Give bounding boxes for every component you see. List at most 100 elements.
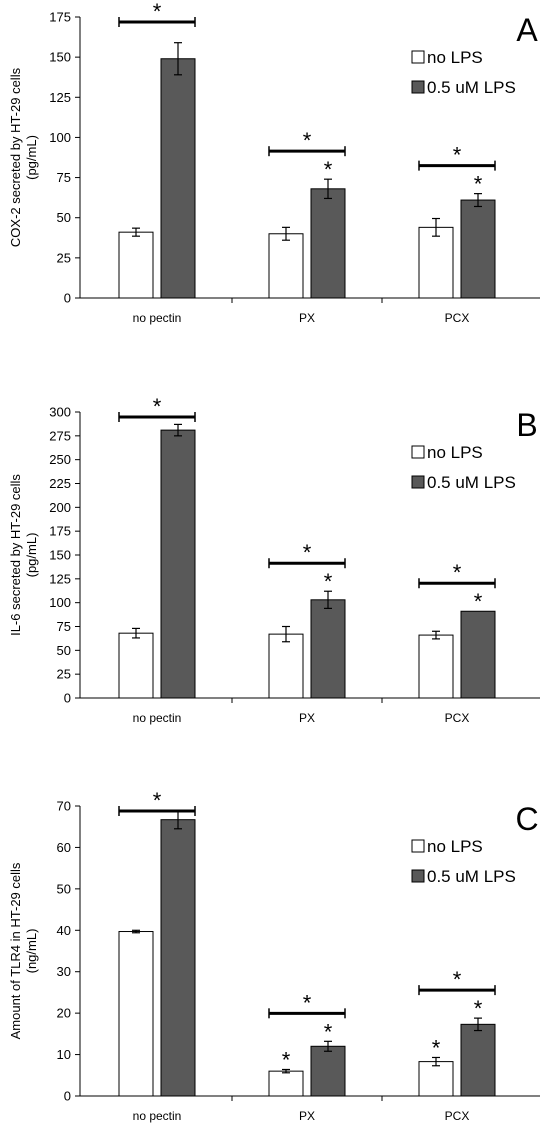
legend-label: 0.5 uM LPS xyxy=(427,867,516,886)
y-tick-label: 175 xyxy=(49,524,71,539)
significance-star: * xyxy=(153,788,162,813)
bar-lps xyxy=(460,1023,496,1097)
y-tick-label: 25 xyxy=(57,667,71,682)
legend-label: no LPS xyxy=(427,48,483,67)
legend-swatch-no-lps xyxy=(411,839,425,853)
bar-lps xyxy=(160,819,196,1097)
significance-star: * xyxy=(453,560,462,585)
bar-lps xyxy=(160,429,196,699)
y-tick-label: 200 xyxy=(49,500,71,515)
legend-swatch-no-lps xyxy=(411,50,425,64)
y-axis-label-line2: (pg/mL) xyxy=(24,135,39,180)
significance-star: * xyxy=(432,1035,441,1060)
y-tick-label: 225 xyxy=(49,476,71,491)
bar-no-lps xyxy=(118,231,154,299)
significance-star: * xyxy=(453,967,462,992)
bar-lps xyxy=(310,1045,346,1097)
significance-star: * xyxy=(153,394,162,419)
legend-label: 0.5 uM LPS xyxy=(427,473,516,492)
y-tick-label: 75 xyxy=(57,619,71,634)
bar-no-lps xyxy=(418,226,454,299)
significance-star: * xyxy=(474,996,483,1021)
bar-no-lps xyxy=(418,1061,454,1097)
y-axis-label-line1: COX-2 secreted by HT-29 cells xyxy=(8,67,23,247)
y-tick-label: 0 xyxy=(64,1089,71,1104)
chart-panel-b: 0 25 50 75 100 125 150 175 200 225 250 275 300 no pec… xyxy=(8,394,540,725)
bar-lps xyxy=(160,58,196,299)
bar-no-lps xyxy=(118,931,154,1097)
significance-star: * xyxy=(324,1019,333,1044)
significance-star: * xyxy=(453,143,462,168)
bar-lps xyxy=(460,610,496,699)
chart-panel-c: 0 10 20 30 40 50 60 70 no pectin PX PCX Amount of T… xyxy=(8,788,540,1123)
x-tick-label: PCX xyxy=(445,311,470,325)
legend-swatch-lps xyxy=(411,475,425,489)
bar-no-lps xyxy=(268,233,304,299)
y-tick-label: 40 xyxy=(57,923,71,938)
y-tick-label: 0 xyxy=(64,691,71,706)
significance-star: * xyxy=(324,157,333,182)
y-tick-label: 25 xyxy=(57,250,71,265)
bar-lps xyxy=(310,188,346,299)
y-axis-label-line1: Amount of TLR4 in HT-29 cells xyxy=(8,862,23,1039)
x-tick-label: PX xyxy=(299,711,315,725)
y-axis-label: Amount of TLR4 in HT-29 cells(ng/mL) xyxy=(8,862,39,1039)
legend-swatch-lps xyxy=(411,869,425,883)
y-tick-label: 70 xyxy=(57,799,71,814)
significance-star: * xyxy=(474,589,483,614)
x-tick-label: PCX xyxy=(445,1109,470,1123)
x-tick-label: PCX xyxy=(445,711,470,725)
y-tick-label: 20 xyxy=(57,1006,71,1021)
bar-no-lps xyxy=(268,633,304,699)
x-tick-label: no pectin xyxy=(133,711,182,725)
x-tick-label: no pectin xyxy=(133,1109,182,1123)
significance-star: * xyxy=(153,0,162,24)
chart-panel-a: 0 25 50 75 100 125 150 175 no pectin PX PCX COX-2 s… xyxy=(8,0,540,325)
y-tick-label: 150 xyxy=(49,548,71,563)
y-tick-label: 0 xyxy=(64,291,71,306)
y-tick-label: 125 xyxy=(49,571,71,586)
y-tick-label: 60 xyxy=(57,840,71,855)
legend-swatch-no-lps xyxy=(411,445,425,459)
y-axis-label: IL-6 secreted by HT-29 cells(pg/mL) xyxy=(8,474,39,636)
x-tick-label: no pectin xyxy=(133,311,182,325)
y-tick-label: 175 xyxy=(49,10,71,25)
y-tick-label: 30 xyxy=(57,964,71,979)
legend-swatch-lps xyxy=(411,80,425,94)
y-tick-label: 50 xyxy=(57,210,71,225)
y-tick-label: 50 xyxy=(57,643,71,658)
significance-star: * xyxy=(303,990,312,1015)
bar-no-lps xyxy=(118,632,154,699)
bar-lps xyxy=(460,199,496,299)
y-axis-label-line1: IL-6 secreted by HT-29 cells xyxy=(8,474,23,636)
bar-lps xyxy=(310,599,346,699)
y-tick-label: 125 xyxy=(49,90,71,105)
legend-label: no LPS xyxy=(427,837,483,856)
significance-star: * xyxy=(282,1047,291,1072)
panel-label: B xyxy=(516,407,537,443)
significance-star: * xyxy=(474,172,483,197)
x-tick-label: PX xyxy=(299,311,315,325)
y-tick-label: 250 xyxy=(49,452,71,467)
significance-star: * xyxy=(303,128,312,153)
y-axis-label-line2: (ng/mL) xyxy=(24,929,39,974)
y-axis-label: COX-2 secreted by HT-29 cells(pg/mL) xyxy=(8,67,39,247)
bar-no-lps xyxy=(268,1070,304,1097)
x-tick-label: PX xyxy=(299,1109,315,1123)
y-axis-label-line2: (pg/mL) xyxy=(24,533,39,578)
y-tick-label: 275 xyxy=(49,428,71,443)
y-tick-label: 10 xyxy=(57,1047,71,1062)
legend-label: no LPS xyxy=(427,443,483,462)
y-tick-label: 100 xyxy=(49,130,71,145)
panel-label: C xyxy=(515,801,538,837)
y-tick-label: 75 xyxy=(57,170,71,185)
y-tick-label: 100 xyxy=(49,595,71,610)
y-tick-label: 50 xyxy=(57,881,71,896)
y-tick-label: 150 xyxy=(49,50,71,65)
significance-star: * xyxy=(324,569,333,594)
bar-no-lps xyxy=(418,634,454,699)
y-tick-label: 300 xyxy=(49,405,71,420)
legend-label: 0.5 uM LPS xyxy=(427,78,516,97)
panel-label: A xyxy=(516,12,538,48)
